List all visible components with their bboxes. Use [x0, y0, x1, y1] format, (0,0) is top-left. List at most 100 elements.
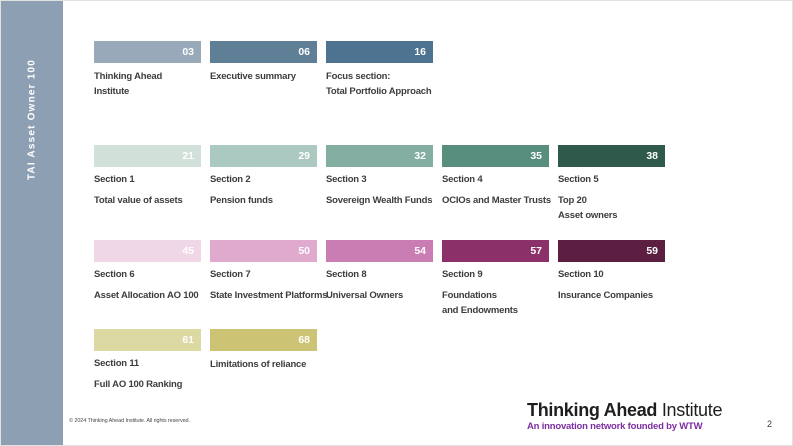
toc-item: 06 Executive summary: [210, 41, 317, 99]
toc-page-number: 45: [182, 245, 194, 257]
toc-page-number: 06: [298, 46, 310, 58]
toc-page-box: 50: [210, 240, 317, 262]
toc-page-box: 32: [326, 145, 433, 167]
toc-page-number: 21: [182, 150, 194, 162]
toc-section-title: Section 10: [558, 269, 604, 280]
copyright-text: © 2024 Thinking Ahead Institute. All rig…: [69, 418, 190, 424]
toc-label-line: Focus section:: [326, 71, 391, 82]
toc-item: 32 Section 3 Sovereign Wealth Funds: [326, 145, 433, 223]
toc-label-line: Foundations: [442, 290, 497, 301]
toc-section-title: Section 6: [94, 269, 135, 280]
toc-page-box: 57: [442, 240, 549, 262]
toc-section-title: Section 3: [326, 174, 367, 185]
vertical-banner: TAI Asset Owner 100: [1, 1, 63, 445]
toc-section-title: Section 9: [442, 269, 483, 280]
toc-label-line: Limitations of reliance: [210, 359, 307, 370]
toc-section-title: Section 5: [558, 174, 599, 185]
toc-page-number: 54: [414, 245, 426, 257]
toc-page-number: 32: [414, 150, 426, 162]
toc-label: Thinking Ahead Institute: [94, 69, 201, 99]
toc-label: Executive summary: [210, 69, 317, 84]
toc-page-number: 50: [298, 245, 310, 257]
toc-label: Focus section: Total Portfolio Approach: [326, 69, 433, 99]
page-number: 2: [767, 419, 773, 429]
vertical-banner-label: TAI Asset Owner 100: [26, 59, 38, 181]
toc-item: 50 Section 7 State Investment Platforms: [210, 240, 328, 318]
toc-page-box: 03: [94, 41, 201, 63]
toc-item: 57 Section 9 Foundations and Endowments: [442, 240, 549, 318]
toc-item: 45 Section 6 Asset Allocation AO 100: [94, 240, 201, 318]
toc-page-number: 68: [298, 334, 310, 346]
toc-label-line: Insurance Companies: [558, 290, 653, 301]
toc-label-line: OCIOs and Master Trusts: [442, 195, 551, 206]
toc-label-line: Total value of assets: [94, 195, 183, 206]
toc-label-line: Total Portfolio Approach: [326, 86, 432, 97]
toc-row: 61 Section 11 Full AO 100 Ranking 68 Limitat…: [94, 329, 317, 392]
toc-page-box: 06: [210, 41, 317, 63]
toc-page-box: 68: [210, 329, 317, 351]
toc-page-number: 03: [182, 46, 194, 58]
logo-tagline: An innovation network founded by WTW: [527, 421, 703, 432]
toc-label-line: Full AO 100 Ranking: [94, 379, 183, 390]
toc-label: Top 20 Asset owners: [558, 193, 665, 223]
toc-row: 03 Thinking Ahead Institute 06 Executive sum…: [94, 41, 433, 99]
toc-label: OCIOs and Master Trusts: [442, 193, 551, 208]
toc-page-box: 59: [558, 240, 665, 262]
toc-section-title: Section 2: [210, 174, 251, 185]
toc-page-number: 38: [646, 150, 658, 162]
toc-item: 16 Focus section: Total Portfolio Approach: [326, 41, 433, 99]
logo-wordmark-regular: Institute: [657, 400, 723, 420]
toc-page-box: 21: [94, 145, 201, 167]
toc-label-line: Executive summary: [210, 71, 296, 82]
toc-page-number: 61: [182, 334, 194, 346]
toc-page-box: 16: [326, 41, 433, 63]
toc-page-number: 16: [414, 46, 426, 58]
toc-section-title: Section 8: [326, 269, 367, 280]
toc-row: 45 Section 6 Asset Allocation AO 100 50 Sect…: [94, 240, 665, 318]
toc-page-number: 35: [530, 150, 542, 162]
toc-item: 68 Limitations of reliance: [210, 329, 317, 392]
toc-item: 21 Section 1 Total value of assets: [94, 145, 201, 223]
toc-page-box: 35: [442, 145, 549, 167]
toc-label-line: Asset Allocation AO 100: [94, 290, 199, 301]
toc-item: 29 Section 2 Pension funds: [210, 145, 317, 223]
toc-item: 35 Section 4 OCIOs and Master Trusts: [442, 145, 551, 223]
toc-page-number: 57: [530, 245, 542, 257]
thinking-ahead-institute-logo: Thinking Ahead Institute An innovation n…: [527, 400, 722, 432]
toc-label-line: Asset owners: [558, 210, 618, 221]
toc-label-line: Universal Owners: [326, 290, 404, 301]
toc-label-line: State Investment Platforms: [210, 290, 328, 301]
toc-label: Foundations and Endowments: [442, 288, 549, 318]
toc-label: Universal Owners: [326, 288, 433, 303]
toc-label-line: Sovereign Wealth Funds: [326, 195, 433, 206]
toc-item: 61 Section 11 Full AO 100 Ranking: [94, 329, 201, 392]
toc-page-box: 61: [94, 329, 201, 351]
toc-label: Limitations of reliance: [210, 357, 317, 372]
toc-label-line: Pension funds: [210, 195, 273, 206]
toc-section-title: Section 4: [442, 174, 483, 185]
toc-item: 03 Thinking Ahead Institute: [94, 41, 201, 99]
toc-page-box: 45: [94, 240, 201, 262]
toc-page-box: 38: [558, 145, 665, 167]
toc-label: State Investment Platforms: [210, 288, 328, 303]
toc-label: Full AO 100 Ranking: [94, 377, 201, 392]
toc-label: Sovereign Wealth Funds: [326, 193, 433, 208]
toc-label-line: Thinking Ahead: [94, 71, 163, 82]
toc-page-number: 59: [646, 245, 658, 257]
logo-wordmark-bold: Thinking Ahead: [527, 400, 658, 420]
toc-label: Asset Allocation AO 100: [94, 288, 201, 303]
toc-section-title: Section 7: [210, 269, 251, 280]
toc-item: 59 Section 10 Insurance Companies: [558, 240, 665, 318]
logo-wordmark: Thinking Ahead Institute: [527, 400, 722, 420]
toc-label: Total value of assets: [94, 193, 201, 208]
toc-page-box: 29: [210, 145, 317, 167]
toc-page-box: 54: [326, 240, 433, 262]
toc-label: Pension funds: [210, 193, 317, 208]
toc-label-line: and Endowments: [442, 305, 518, 316]
toc-row: 21 Section 1 Total value of assets 29 Sectio…: [94, 145, 665, 223]
toc-item: 54 Section 8 Universal Owners: [326, 240, 433, 318]
toc-label-line: Institute: [94, 86, 130, 97]
toc-page-number: 29: [298, 150, 310, 162]
toc-section-title: Section 1: [94, 174, 135, 185]
